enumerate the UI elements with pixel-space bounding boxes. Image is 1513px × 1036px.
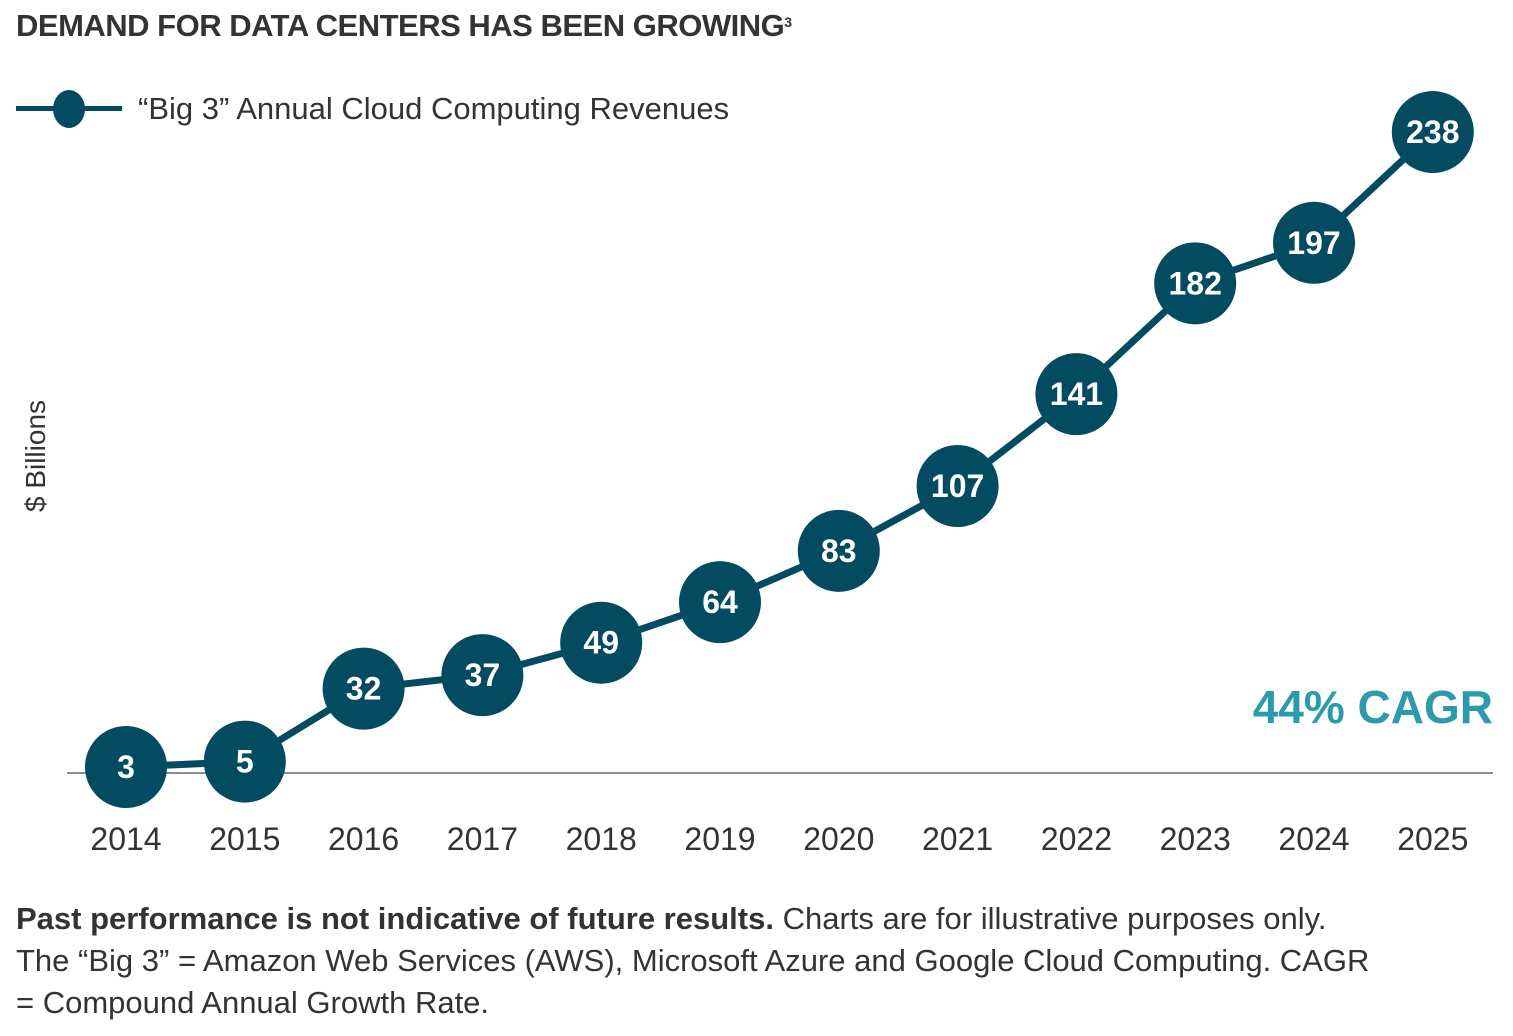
data-label: 3 (117, 749, 135, 785)
data-label: 64 (702, 584, 738, 620)
point-marker (85, 726, 167, 808)
data-point-2018: 49 (560, 601, 643, 684)
data-label: 5 (236, 744, 254, 780)
point-marker (1154, 242, 1237, 325)
x-tick-label: 2021 (922, 821, 993, 857)
data-point-2019: 64 (679, 561, 761, 644)
footnote-disclaimer: Past performance is not indicative of fu… (16, 901, 774, 936)
legend-label: “Big 3” Annual Cloud Computing Revenues (138, 91, 730, 126)
point-marker (560, 601, 643, 684)
data-point-2014: 3 (85, 726, 167, 808)
x-tick-label: 2019 (684, 821, 755, 857)
data-label: 197 (1287, 225, 1340, 261)
point-marker (916, 444, 999, 527)
point-marker (322, 647, 405, 730)
data-point-2022: 141 (1035, 353, 1118, 436)
data-point-2023: 182 (1154, 242, 1237, 325)
x-tick-label: 2016 (328, 821, 399, 857)
data-points: 3 5 32 37 49 64 83 107 141 182 197 238 (85, 91, 1474, 808)
data-point-2015: 5 (203, 720, 286, 803)
data-label: 107 (931, 468, 984, 504)
point-marker (203, 720, 286, 803)
x-tick-label: 2025 (1397, 821, 1468, 857)
x-tick-label: 2014 (90, 821, 161, 857)
data-label: 141 (1050, 376, 1103, 412)
data-point-2021: 107 (916, 444, 999, 527)
x-tick-label: 2022 (1041, 821, 1112, 857)
point-marker (679, 561, 761, 644)
data-point-2024: 197 (1273, 201, 1355, 284)
point-marker (1391, 91, 1474, 174)
x-tick-label: 2017 (447, 821, 518, 857)
data-point-2016: 32 (322, 647, 405, 730)
x-tick-label: 2018 (566, 821, 637, 857)
series-line (125, 129, 1436, 771)
footnote-text: Charts are for illustrative purposes onl… (16, 901, 1370, 1020)
chart-title: DEMAND FOR DATA CENTERS HAS BEEN GROWING… (16, 8, 792, 44)
x-tick-label: 2023 (1160, 821, 1231, 857)
data-label: 49 (583, 625, 619, 661)
x-tick-label: 2015 (209, 821, 280, 857)
data-point-2025: 238 (1391, 91, 1474, 174)
x-tick-label: 2020 (803, 821, 874, 857)
point-marker (1035, 353, 1118, 436)
footnote-reference: 3 (784, 14, 792, 30)
data-point-2020: 83 (797, 509, 880, 592)
legend-line-marker-icon (16, 86, 122, 132)
data-label: 238 (1406, 114, 1459, 150)
legend: “Big 3” Annual Cloud Computing Revenues (16, 86, 729, 132)
data-point-2017: 37 (441, 634, 524, 717)
data-label: 32 (346, 671, 382, 707)
x-tick-label: 2024 (1278, 821, 1349, 857)
data-label: 182 (1169, 265, 1222, 301)
cagr-annotation: 44% CAGR (1252, 681, 1493, 733)
footnote: Past performance is not indicative of fu… (16, 898, 1376, 1024)
point-marker (441, 634, 524, 717)
point-marker (1273, 201, 1355, 284)
data-label: 37 (465, 657, 501, 693)
x-axis-ticks: 2014 2015 2016 2017 2018 2019 2020 2021 2022 2023… (90, 821, 1468, 857)
point-marker (797, 509, 880, 592)
line-chart: 3 5 32 37 49 64 83 107 141 182 197 238 2014 2015 2016… (67, 91, 1493, 857)
chart-title-text: DEMAND FOR DATA CENTERS HAS BEEN GROWING (16, 8, 785, 43)
data-label: 83 (821, 533, 857, 569)
